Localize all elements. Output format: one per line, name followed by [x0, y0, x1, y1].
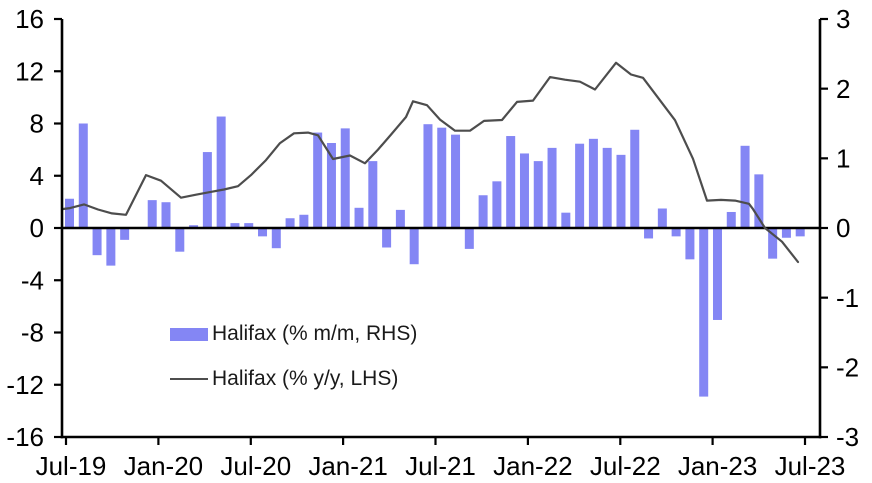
- legend-bar-swatch-icon: [170, 327, 208, 341]
- bar-halifax-mm: [657, 208, 667, 228]
- bar-halifax-mm: [616, 154, 626, 228]
- bar-halifax-mm: [575, 143, 585, 228]
- bar-halifax-mm: [492, 181, 502, 228]
- bar-halifax-mm: [395, 209, 405, 228]
- legend-row-bar: Halifax (% m/m, RHS): [170, 321, 417, 347]
- x-axis-tick-label: Jan-21: [308, 451, 388, 481]
- bar-halifax-mm: [285, 218, 295, 228]
- bar-halifax-mm: [437, 127, 447, 228]
- bar-halifax-mm: [644, 228, 654, 239]
- legend-line-swatch-icon: [170, 378, 208, 380]
- right-axis-tick-label: 2: [836, 74, 850, 104]
- bar-halifax-mm: [147, 200, 157, 228]
- bar-halifax-mm: [368, 161, 378, 228]
- bar-halifax-mm: [671, 228, 681, 237]
- bar-halifax-mm: [533, 161, 543, 228]
- bar-halifax-mm: [354, 207, 364, 228]
- left-axis-tick-label: -4: [21, 265, 44, 295]
- left-axis-tick-label: 16: [15, 4, 44, 34]
- bar-halifax-mm: [65, 198, 74, 228]
- x-axis-tick-label: Jul-22: [590, 451, 661, 481]
- bar-halifax-mm: [754, 174, 764, 228]
- bar-halifax-mm: [120, 228, 130, 240]
- bar-halifax-mm: [299, 214, 309, 228]
- left-axis-tick-label: 0: [30, 213, 44, 243]
- bar-halifax-mm: [189, 225, 199, 228]
- x-axis-tick-label: Jan-23: [678, 451, 758, 481]
- bar-halifax-mm: [602, 147, 612, 228]
- right-axis-tick-label: 1: [836, 143, 850, 173]
- legend-row-line: Halifax (% y/y, LHS): [170, 366, 417, 392]
- bar-halifax-mm: [588, 138, 598, 228]
- bar-halifax-mm: [464, 228, 474, 249]
- left-axis-tick-label: -16: [6, 422, 44, 452]
- right-axis-tick-label: -2: [836, 352, 859, 382]
- bar-halifax-mm: [271, 228, 281, 249]
- bar-halifax-mm: [478, 195, 488, 228]
- bar-halifax-mm: [712, 228, 722, 320]
- bar-halifax-mm: [519, 153, 529, 228]
- left-axis-tick-label: -8: [21, 318, 44, 348]
- bar-halifax-mm: [685, 228, 695, 260]
- x-axis-tick-label: Jan-22: [493, 451, 573, 481]
- left-axis-tick-label: 12: [15, 56, 44, 86]
- bar-halifax-mm: [795, 228, 805, 237]
- bar-halifax-mm: [740, 145, 750, 228]
- bar-halifax-mm: [781, 228, 791, 238]
- bar-halifax-mm: [382, 228, 392, 248]
- bar-halifax-mm: [313, 132, 323, 228]
- bar-halifax-mm: [78, 123, 88, 228]
- x-axis-tick-label: Jan-20: [124, 451, 204, 481]
- left-axis-tick-label: 8: [30, 109, 44, 139]
- legend-line-label: Halifax (% y/y, LHS): [212, 367, 399, 390]
- bar-halifax-mm: [451, 134, 461, 228]
- bar-halifax-mm: [699, 228, 709, 397]
- bar-halifax-mm: [423, 124, 433, 228]
- bar-halifax-mm: [230, 223, 240, 228]
- bar-halifax-mm: [216, 116, 226, 228]
- bar-halifax-mm: [92, 228, 102, 256]
- right-axis-tick-label: 0: [836, 213, 850, 243]
- legend-bar-label: Halifax (% m/m, RHS): [212, 322, 418, 345]
- bar-halifax-mm: [244, 223, 254, 228]
- bar-halifax-mm: [630, 129, 640, 228]
- bar-halifax-mm: [768, 228, 778, 259]
- bar-halifax-mm: [561, 212, 571, 228]
- x-axis-tick-label: Jul-19: [36, 451, 107, 481]
- bar-halifax-mm: [202, 152, 212, 228]
- left-axis-tick-label: 4: [30, 161, 44, 191]
- bar-halifax-mm: [161, 202, 171, 228]
- bar-halifax-mm: [258, 228, 268, 237]
- bar-halifax-mm: [175, 228, 185, 252]
- left-axis-tick-label: -12: [6, 370, 44, 400]
- bar-halifax-mm: [106, 228, 116, 266]
- x-axis-tick-label: Jul-20: [220, 451, 291, 481]
- legend: Halifax (% m/m, RHS) Halifax (% y/y, LHS…: [170, 321, 417, 392]
- bar-halifax-mm: [326, 143, 336, 228]
- bar-halifax-mm: [340, 128, 350, 228]
- bar-halifax-mm: [409, 228, 419, 265]
- right-axis-tick-label: 3: [836, 4, 850, 34]
- line-halifax-yy: [60, 61, 800, 264]
- bar-halifax-mm: [547, 147, 557, 228]
- right-axis-tick-label: -1: [836, 283, 859, 313]
- x-axis-tick-label: Jul-23: [775, 451, 846, 481]
- right-axis-tick-label: -3: [836, 422, 859, 452]
- bar-halifax-mm: [506, 136, 516, 228]
- x-axis-tick-label: Jul-21: [405, 451, 476, 481]
- bar-halifax-mm: [726, 211, 736, 228]
